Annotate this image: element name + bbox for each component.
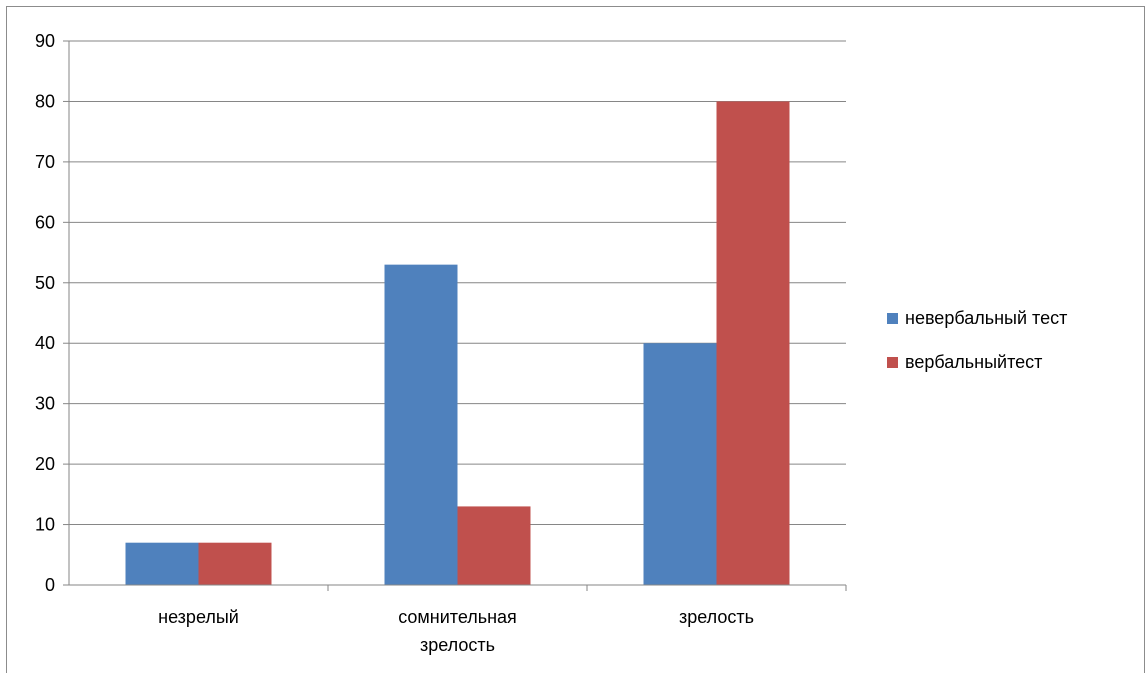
y-tick-label: 90	[35, 31, 55, 51]
y-tick-label: 10	[35, 515, 55, 535]
legend-label: вербальныйтест	[905, 352, 1042, 372]
x-tick-label: сомнительная	[398, 607, 517, 627]
y-tick-label: 70	[35, 152, 55, 172]
y-tick-label: 60	[35, 212, 55, 232]
legend: невербальный тест вербальныйтест	[887, 308, 1067, 372]
bar-nonverbal	[643, 343, 717, 585]
legend-label: невербальный тест	[905, 308, 1067, 328]
y-tick-label: 30	[35, 394, 55, 414]
bars	[125, 101, 790, 585]
legend-swatch	[887, 313, 898, 324]
y-tick-label: 40	[35, 333, 55, 353]
y-tick-labels: 0 10 20 30 40 50 60 70 80 90	[35, 31, 55, 595]
bar-verbal	[457, 506, 531, 585]
x-tick-label: зрелость	[679, 607, 754, 627]
chart-frame: 0 10 20 30 40 50 60 70 80 90 незрелый сомнительная…	[6, 6, 1145, 673]
x-tick-label: зрелость	[420, 635, 495, 655]
y-tick-label: 80	[35, 91, 55, 111]
x-tick-labels: незрелый сомнительная зрелость зрелость	[158, 607, 754, 655]
bar-nonverbal	[125, 542, 199, 585]
y-tick-label: 0	[45, 575, 55, 595]
y-tick-label: 50	[35, 273, 55, 293]
y-tick-label: 20	[35, 454, 55, 474]
bar-nonverbal	[384, 264, 458, 585]
bar-verbal	[198, 542, 272, 585]
axes	[63, 40, 847, 591]
bar-verbal	[716, 101, 790, 585]
legend-swatch	[887, 357, 898, 368]
bar-chart: 0 10 20 30 40 50 60 70 80 90 незрелый сомнительная…	[35, 31, 1067, 655]
x-tick-label: незрелый	[158, 607, 239, 627]
